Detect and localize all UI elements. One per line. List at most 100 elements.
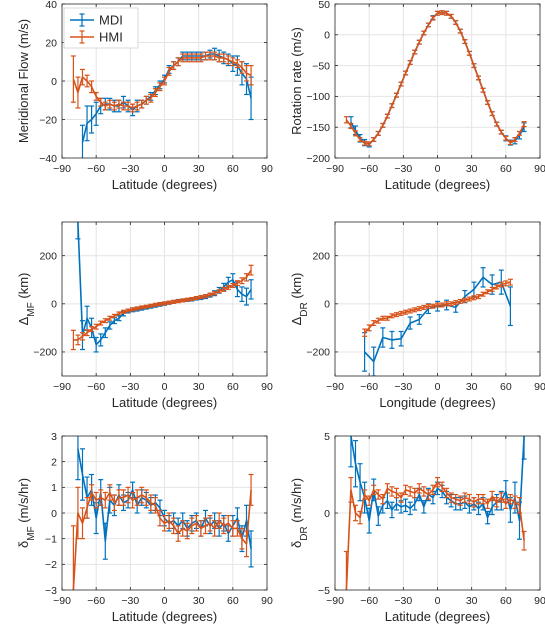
error-bar: [75, 334, 81, 346]
y-tick-label: −40: [39, 153, 57, 165]
error-bar: [421, 30, 427, 36]
error-bar: [152, 88, 158, 98]
error-bar: [480, 267, 486, 288]
y-tick-label: 5: [324, 431, 330, 443]
x-tick-label: −60: [360, 381, 378, 393]
x-tick-label: 60: [500, 595, 512, 607]
error-bar: [389, 103, 395, 109]
error-bar: [175, 525, 181, 542]
error-bar: [175, 299, 181, 304]
error-bar: [130, 491, 136, 509]
y-axis-label-subscript: MF: [26, 526, 37, 540]
error-bar: [462, 39, 468, 45]
y-tick-label: 50: [318, 0, 330, 11]
y-axis-label: Meridional Flow (m/s): [16, 19, 31, 143]
panel-p2: −90 −60 −30 0 30 60 90 −200 −150 −100 −50 0 50 Latitu…: [289, 0, 545, 192]
error-bar: [84, 497, 90, 519]
y-tick-label: −200: [306, 347, 330, 359]
x-tick-label: 0: [162, 595, 168, 607]
error-bar: [366, 324, 372, 332]
error-bar: [189, 53, 195, 63]
error-bar: [398, 310, 404, 316]
error-bar: [157, 302, 163, 307]
x-tick-label: −90: [326, 381, 344, 393]
error-bar: [234, 59, 240, 69]
error-bar: [425, 303, 431, 309]
error-bar: [207, 514, 213, 532]
error-bar: [384, 315, 390, 321]
error-bar: [343, 116, 349, 124]
error-bar: [102, 327, 108, 339]
error-bar: [121, 101, 126, 111]
error-bar: [448, 301, 454, 307]
error-bar: [389, 313, 395, 319]
error-bar: [480, 291, 486, 297]
error-bar: [212, 520, 218, 537]
error-bar: [384, 483, 390, 494]
x-tick-label: 30: [466, 163, 478, 175]
legend-box: [63, 7, 139, 49]
error-bar: [457, 28, 463, 34]
y-tick-label: 0: [51, 299, 57, 311]
error-bar: [134, 306, 140, 311]
error-bar: [98, 489, 104, 506]
error-bar: [507, 286, 513, 327]
error-bar: [366, 141, 372, 147]
error-bar: [125, 308, 131, 313]
error-bar: [439, 481, 445, 493]
error-bar: [348, 122, 354, 130]
error-bar: [407, 501, 413, 516]
error-bar: [371, 484, 377, 496]
error-bar: [248, 473, 254, 506]
series-group: [362, 267, 513, 376]
error-bar: [512, 137, 518, 142]
error-bar: [239, 527, 245, 550]
error-bar: [230, 283, 236, 289]
error-bar: [507, 140, 513, 146]
x-tick-label: 60: [500, 381, 512, 393]
series-group: [70, 47, 254, 158]
x-tick-label: 30: [193, 381, 205, 393]
y-axis-label-unit: (m/s/hr): [289, 478, 304, 526]
error-bar: [462, 492, 468, 503]
error-bar: [216, 289, 222, 294]
error-bar: [353, 130, 358, 137]
error-bar: [198, 295, 204, 300]
error-bar: [476, 493, 481, 505]
error-bar: [494, 284, 500, 290]
error-bar: [421, 500, 427, 514]
error-bar: [375, 506, 381, 526]
x-tick-label: −30: [121, 595, 139, 607]
error-bar: [107, 99, 113, 109]
error-bar: [375, 489, 381, 500]
error-bar: [398, 81, 404, 87]
error-bar: [480, 87, 486, 93]
y-tick-label: 2: [51, 456, 57, 468]
error-bar: [398, 492, 404, 503]
x-axis-label: Latitude (degrees): [385, 177, 491, 192]
error-bar: [143, 304, 149, 309]
y-tick-label: 3: [51, 431, 57, 443]
y-axis-label-subscript: MF: [26, 302, 37, 316]
y-tick-label: −2: [45, 559, 57, 571]
error-bar: [175, 57, 181, 67]
error-bar: [412, 487, 418, 499]
error-bar: [152, 302, 158, 307]
error-bar: [239, 286, 245, 303]
error-bar: [189, 517, 195, 535]
error-bar: [75, 222, 81, 240]
panel-p1: −90 −60 −30 0 30 60 90 −40 −20 0 20 40 Latitude (deg…: [16, 0, 273, 192]
x-tick-label: −30: [394, 595, 412, 607]
error-bar: [398, 330, 404, 347]
error-bar: [357, 510, 363, 525]
error-bar: [162, 514, 167, 532]
error-bar: [471, 497, 477, 508]
x-tick-label: −30: [121, 163, 139, 175]
x-tick-label: −60: [360, 595, 378, 607]
x-tick-label: 0: [435, 381, 441, 393]
error-bar: [489, 490, 495, 502]
error-bar: [498, 492, 504, 503]
error-bar: [225, 55, 231, 65]
error-bar: [221, 53, 227, 63]
error-bar: [171, 517, 177, 535]
